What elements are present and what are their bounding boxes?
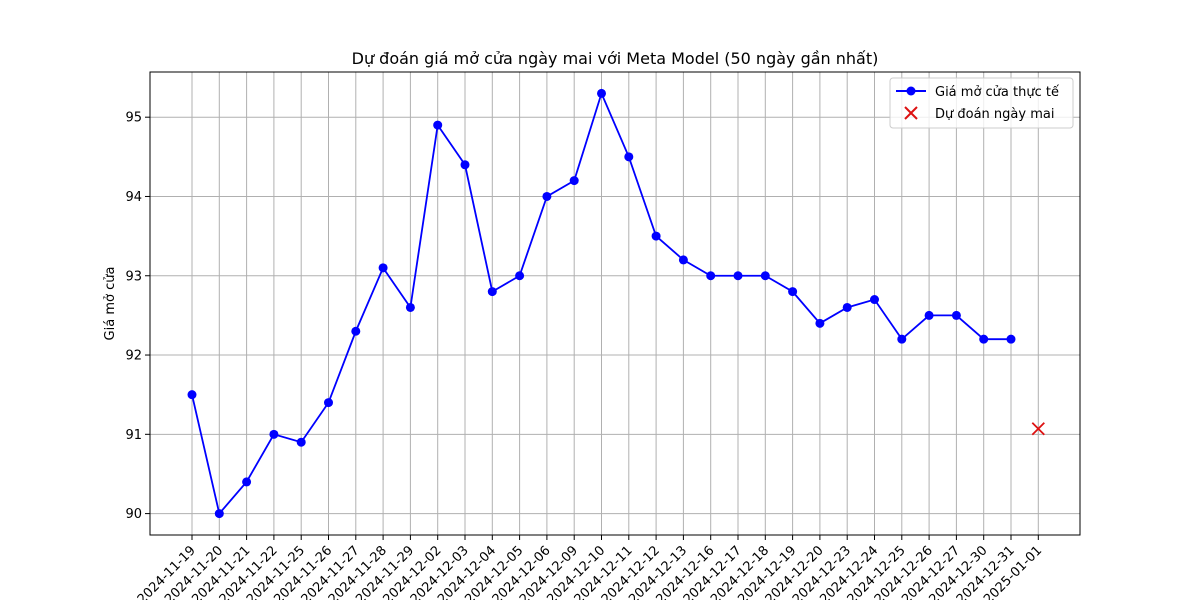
grid-lines <box>150 72 1080 535</box>
data-point-actual <box>924 310 934 320</box>
legend-label-prediction: Dự đoán ngày mai <box>935 107 1054 122</box>
data-point-actual <box>569 176 579 186</box>
data-point-actual <box>242 477 252 487</box>
data-point-actual <box>269 429 279 439</box>
data-point-actual <box>542 191 552 201</box>
data-point-actual <box>706 271 716 281</box>
legend-entry-prediction: Dự đoán ngày mai <box>904 106 1054 122</box>
y-axis-label: Giá mở cửa <box>103 267 118 341</box>
data-point-actual <box>951 310 961 320</box>
legend-box <box>889 77 1074 129</box>
y-tick-label: 92 <box>125 349 142 364</box>
data-point-actual <box>351 326 361 336</box>
data-point-actual <box>487 287 497 297</box>
data-point-actual <box>624 152 634 162</box>
data-point-actual <box>870 295 879 305</box>
data-point-actual <box>788 287 798 297</box>
legend-entry-actual: Giá mở cửa thực tế <box>896 85 1059 100</box>
legend-label-actual: Giá mở cửa thực tế <box>935 85 1059 100</box>
data-point-actual <box>378 263 388 273</box>
data-point-actual <box>733 271 743 281</box>
data-point-actual <box>1006 334 1016 344</box>
y-tick-label: 94 <box>125 190 142 205</box>
data-point-actual <box>678 255 688 265</box>
data-point-actual <box>651 231 661 241</box>
plot-area-frame <box>149 71 1081 536</box>
data-point-actual <box>515 271 525 281</box>
data-point-actual <box>815 318 825 328</box>
y-tick-label: 93 <box>125 269 142 284</box>
data-point-actual <box>760 271 770 281</box>
x-axis-ticks: 2024-11-192024-11-202024-11-212024-11-22… <box>135 535 1045 600</box>
data-point-actual <box>460 160 470 170</box>
data-point-actual <box>597 88 606 98</box>
data-point-actual <box>842 302 852 312</box>
y-tick-label: 90 <box>125 507 142 522</box>
series-layer <box>187 88 1045 519</box>
y-tick-label: 95 <box>125 111 142 126</box>
data-point-actual <box>979 334 989 344</box>
data-point-actual <box>324 398 333 408</box>
data-point-actual <box>214 509 224 519</box>
chart-title: Dự đoán giá mở cửa ngày mai với Meta Mod… <box>352 49 879 68</box>
y-tick-label: 91 <box>125 428 142 443</box>
legend: Giá mở cửa thực tế Dự đoán ngày mai <box>889 77 1074 129</box>
y-axis-ticks: 90 91 92 93 94 95 <box>125 111 150 522</box>
data-point-actual <box>405 302 415 312</box>
data-point-actual <box>296 437 306 447</box>
data-point-actual <box>897 334 907 344</box>
data-point-actual <box>187 390 197 400</box>
data-point-prediction <box>1031 422 1045 436</box>
data-point-actual <box>433 120 443 130</box>
